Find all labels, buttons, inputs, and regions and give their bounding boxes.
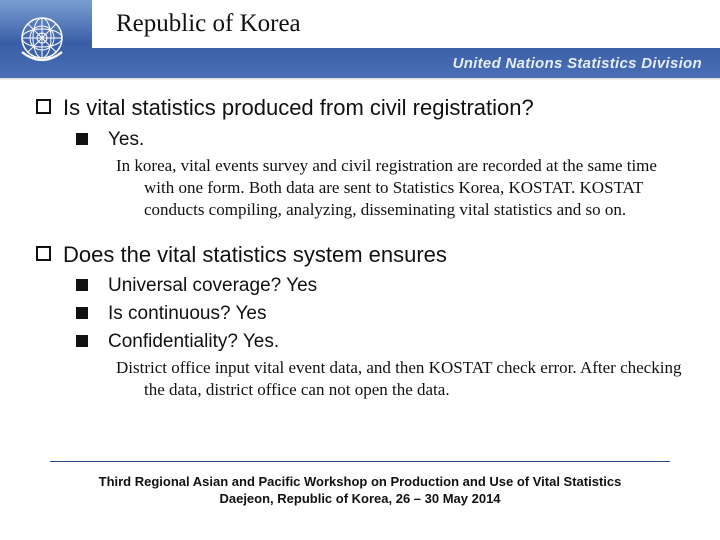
question-line: Does the vital statistics system ensures <box>36 241 684 269</box>
content-area: Is vital statistics produced from civil … <box>0 78 720 401</box>
explanation-paragraph: In korea, vital events survey and civil … <box>104 155 684 220</box>
question-block: Does the vital statistics system ensures… <box>36 241 684 401</box>
hollow-square-bullet-icon <box>36 246 51 261</box>
answer-line: Yes. <box>76 128 684 152</box>
filled-square-bullet-icon <box>76 133 88 145</box>
title-bar: Republic of Korea <box>92 0 720 48</box>
answer-list: Yes. In korea, vital events survey and c… <box>36 128 684 221</box>
filled-square-bullet-icon <box>76 335 88 347</box>
question-line: Is vital statistics produced from civil … <box>36 94 684 122</box>
hollow-square-bullet-icon <box>36 99 51 114</box>
answer-line: Is continuous? Yes <box>76 302 684 326</box>
footer-line-1: Third Regional Asian and Pacific Worksho… <box>99 474 622 489</box>
footer-text: Third Regional Asian and Pacific Worksho… <box>0 473 720 508</box>
answer-text: Universal coverage? Yes <box>100 274 317 298</box>
slide-title: Republic of Korea <box>116 10 301 38</box>
header-bar: Republic of Korea United Nations Statist… <box>0 0 720 78</box>
filled-square-bullet-icon <box>76 279 88 291</box>
question-text: Does the vital statistics system ensures <box>63 241 447 269</box>
answer-line: Confidentiality? Yes. <box>76 330 684 354</box>
answer-text: Is continuous? Yes <box>100 302 266 326</box>
explanation-paragraph: District office input vital event data, … <box>104 357 684 401</box>
answer-text: Yes. <box>100 128 144 152</box>
org-name: United Nations Statistics Division <box>453 55 702 72</box>
filled-square-bullet-icon <box>76 307 88 319</box>
question-text: Is vital statistics produced from civil … <box>63 94 534 122</box>
answer-list: Universal coverage? Yes Is continuous? Y… <box>36 274 684 401</box>
footer-line-2: Daejeon, Republic of Korea, 26 – 30 May … <box>219 491 500 506</box>
answer-text: Confidentiality? Yes. <box>100 330 279 354</box>
question-block: Is vital statistics produced from civil … <box>36 94 684 221</box>
answer-line: Universal coverage? Yes <box>76 274 684 298</box>
footer-divider <box>50 461 670 462</box>
un-logo <box>14 10 70 66</box>
